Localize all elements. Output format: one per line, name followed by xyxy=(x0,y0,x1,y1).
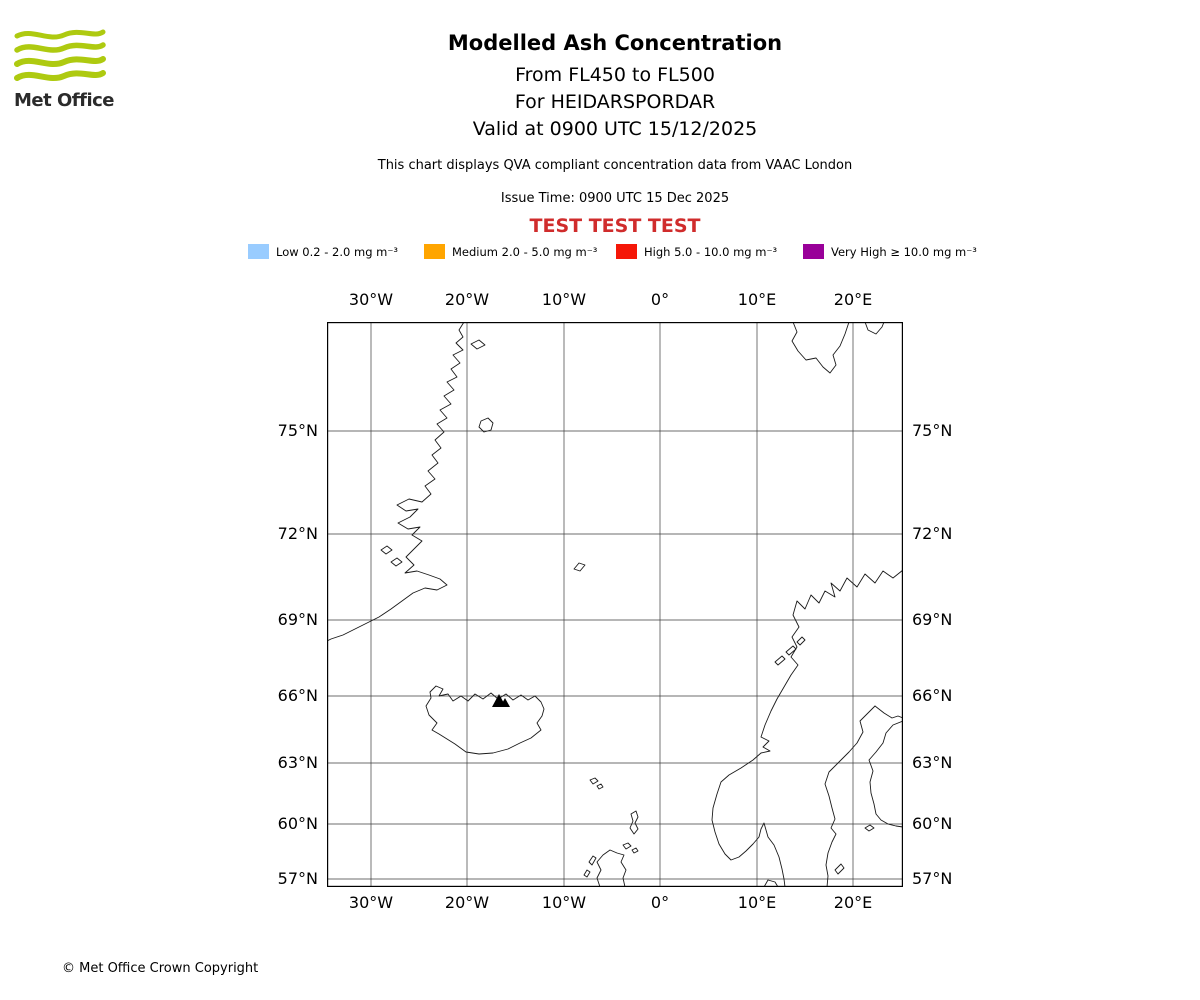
lat-label-left-57n: 57°N xyxy=(277,869,318,888)
met-office-logo: Met Office xyxy=(14,26,124,111)
legend-item-very-high: Very High ≥ 10.0 mg m⁻³ xyxy=(803,244,977,259)
lon-label-top-0: 0° xyxy=(650,290,670,309)
legend-swatch-medium xyxy=(424,244,445,259)
lon-label-top-20e: 20°E xyxy=(833,290,873,309)
compliance-note: This chart displays QVA compliant concen… xyxy=(377,158,853,173)
lon-label-top-20w: 20°W xyxy=(444,290,490,309)
legend-swatch-low xyxy=(248,244,269,259)
lat-label-right-66n: 66°N xyxy=(912,686,953,705)
volcano-marker-icon xyxy=(492,694,510,707)
lon-label-top-10w: 10°W xyxy=(541,290,587,309)
met-office-waves-icon xyxy=(14,29,106,81)
graticule-grid xyxy=(327,322,903,887)
issue-time: Issue Time: 0900 UTC 15 Dec 2025 xyxy=(500,191,730,206)
valid-time-subtitle: Valid at 0900 UTC 15/12/2025 xyxy=(472,118,758,140)
lat-label-right-57n: 57°N xyxy=(912,869,953,888)
lat-label-right-69n: 69°N xyxy=(912,610,953,629)
lon-label-top-30w: 30°W xyxy=(348,290,394,309)
lat-label-left-69n: 69°N xyxy=(277,610,318,629)
flight-level-subtitle: From FL450 to FL500 xyxy=(515,64,715,86)
legend-label-medium: Medium 2.0 - 5.0 mg m⁻³ xyxy=(452,244,598,259)
lon-label-bottom-20w: 20°W xyxy=(444,893,490,912)
lat-label-left-72n: 72°N xyxy=(277,524,318,543)
lat-label-left-75n: 75°N xyxy=(277,421,318,440)
legend-item-high: High 5.0 - 10.0 mg m⁻³ xyxy=(616,244,777,259)
lat-label-left-63n: 63°N xyxy=(277,753,318,772)
lon-label-bottom-0: 0° xyxy=(650,893,670,912)
coastlines xyxy=(326,321,904,888)
legend-label-very-high: Very High ≥ 10.0 mg m⁻³ xyxy=(831,244,977,259)
lat-label-right-63n: 63°N xyxy=(912,753,953,772)
copyright-notice: © Met Office Crown Copyright xyxy=(62,961,259,976)
legend-swatch-high xyxy=(616,244,637,259)
map-area xyxy=(326,321,904,888)
map-border xyxy=(327,322,903,887)
lon-label-bottom-10w: 10°W xyxy=(541,893,587,912)
test-banner: TEST TEST TEST xyxy=(529,215,701,237)
lon-label-bottom-20e: 20°E xyxy=(833,893,873,912)
lat-label-right-60n: 60°N xyxy=(912,814,953,833)
lon-label-bottom-30w: 30°W xyxy=(348,893,394,912)
page-title: Modelled Ash Concentration xyxy=(447,31,783,55)
legend-swatch-very-high xyxy=(803,244,824,259)
lat-label-right-75n: 75°N xyxy=(912,421,953,440)
legend-label-high: High 5.0 - 10.0 mg m⁻³ xyxy=(644,244,778,259)
map-canvas xyxy=(326,321,904,888)
legend-item-low: Low 0.2 - 2.0 mg m⁻³ xyxy=(248,244,398,259)
met-office-logo-text: Met Office xyxy=(14,90,115,111)
lon-label-bottom-10e: 10°E xyxy=(737,893,777,912)
lat-label-left-66n: 66°N xyxy=(277,686,318,705)
legend-label-low: Low 0.2 - 2.0 mg m⁻³ xyxy=(276,244,399,259)
lon-label-top-10e: 10°E xyxy=(737,290,777,309)
lat-label-right-72n: 72°N xyxy=(912,524,953,543)
volcano-subtitle: For HEIDARSPORDAR xyxy=(514,91,716,113)
legend-item-medium: Medium 2.0 - 5.0 mg m⁻³ xyxy=(424,244,597,259)
lat-label-left-60n: 60°N xyxy=(277,814,318,833)
